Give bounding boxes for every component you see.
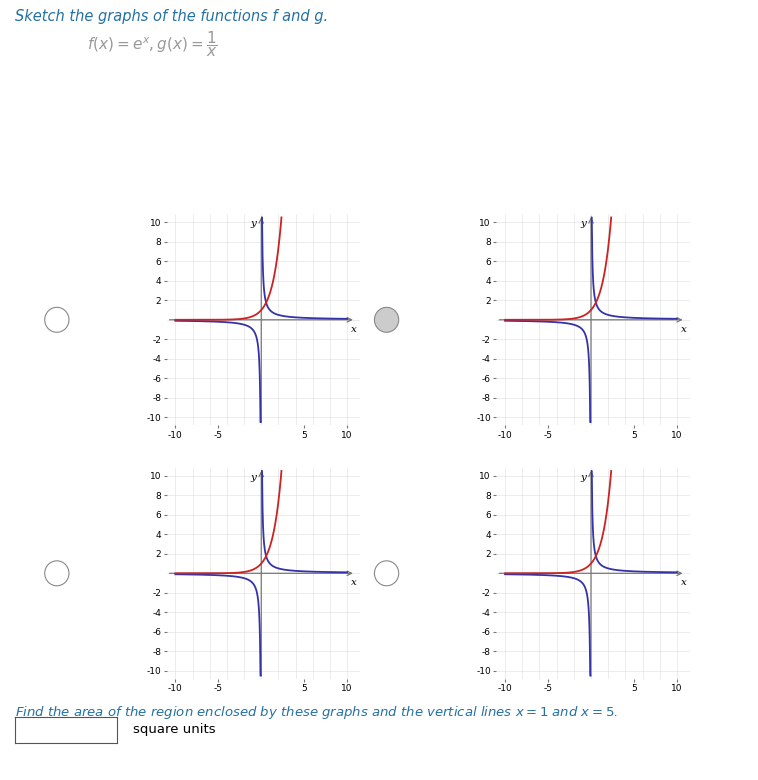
Text: y: y	[250, 473, 256, 482]
Text: y: y	[250, 219, 256, 229]
Text: y: y	[580, 473, 586, 482]
Text: y: y	[580, 219, 586, 229]
Text: square units: square units	[133, 723, 215, 736]
Text: Find the area of the region enclosed by these graphs and the vertical lines $x =: Find the area of the region enclosed by …	[15, 704, 618, 721]
Text: x: x	[351, 324, 357, 334]
Text: x: x	[681, 324, 687, 334]
Text: Sketch the graphs of the functions f and g.: Sketch the graphs of the functions f and…	[15, 9, 328, 24]
Text: $f(x) = e^x, g(x) = \dfrac{1}{x}$: $f(x) = e^x, g(x) = \dfrac{1}{x}$	[87, 29, 218, 58]
Text: x: x	[351, 578, 357, 587]
Text: x: x	[681, 578, 687, 587]
